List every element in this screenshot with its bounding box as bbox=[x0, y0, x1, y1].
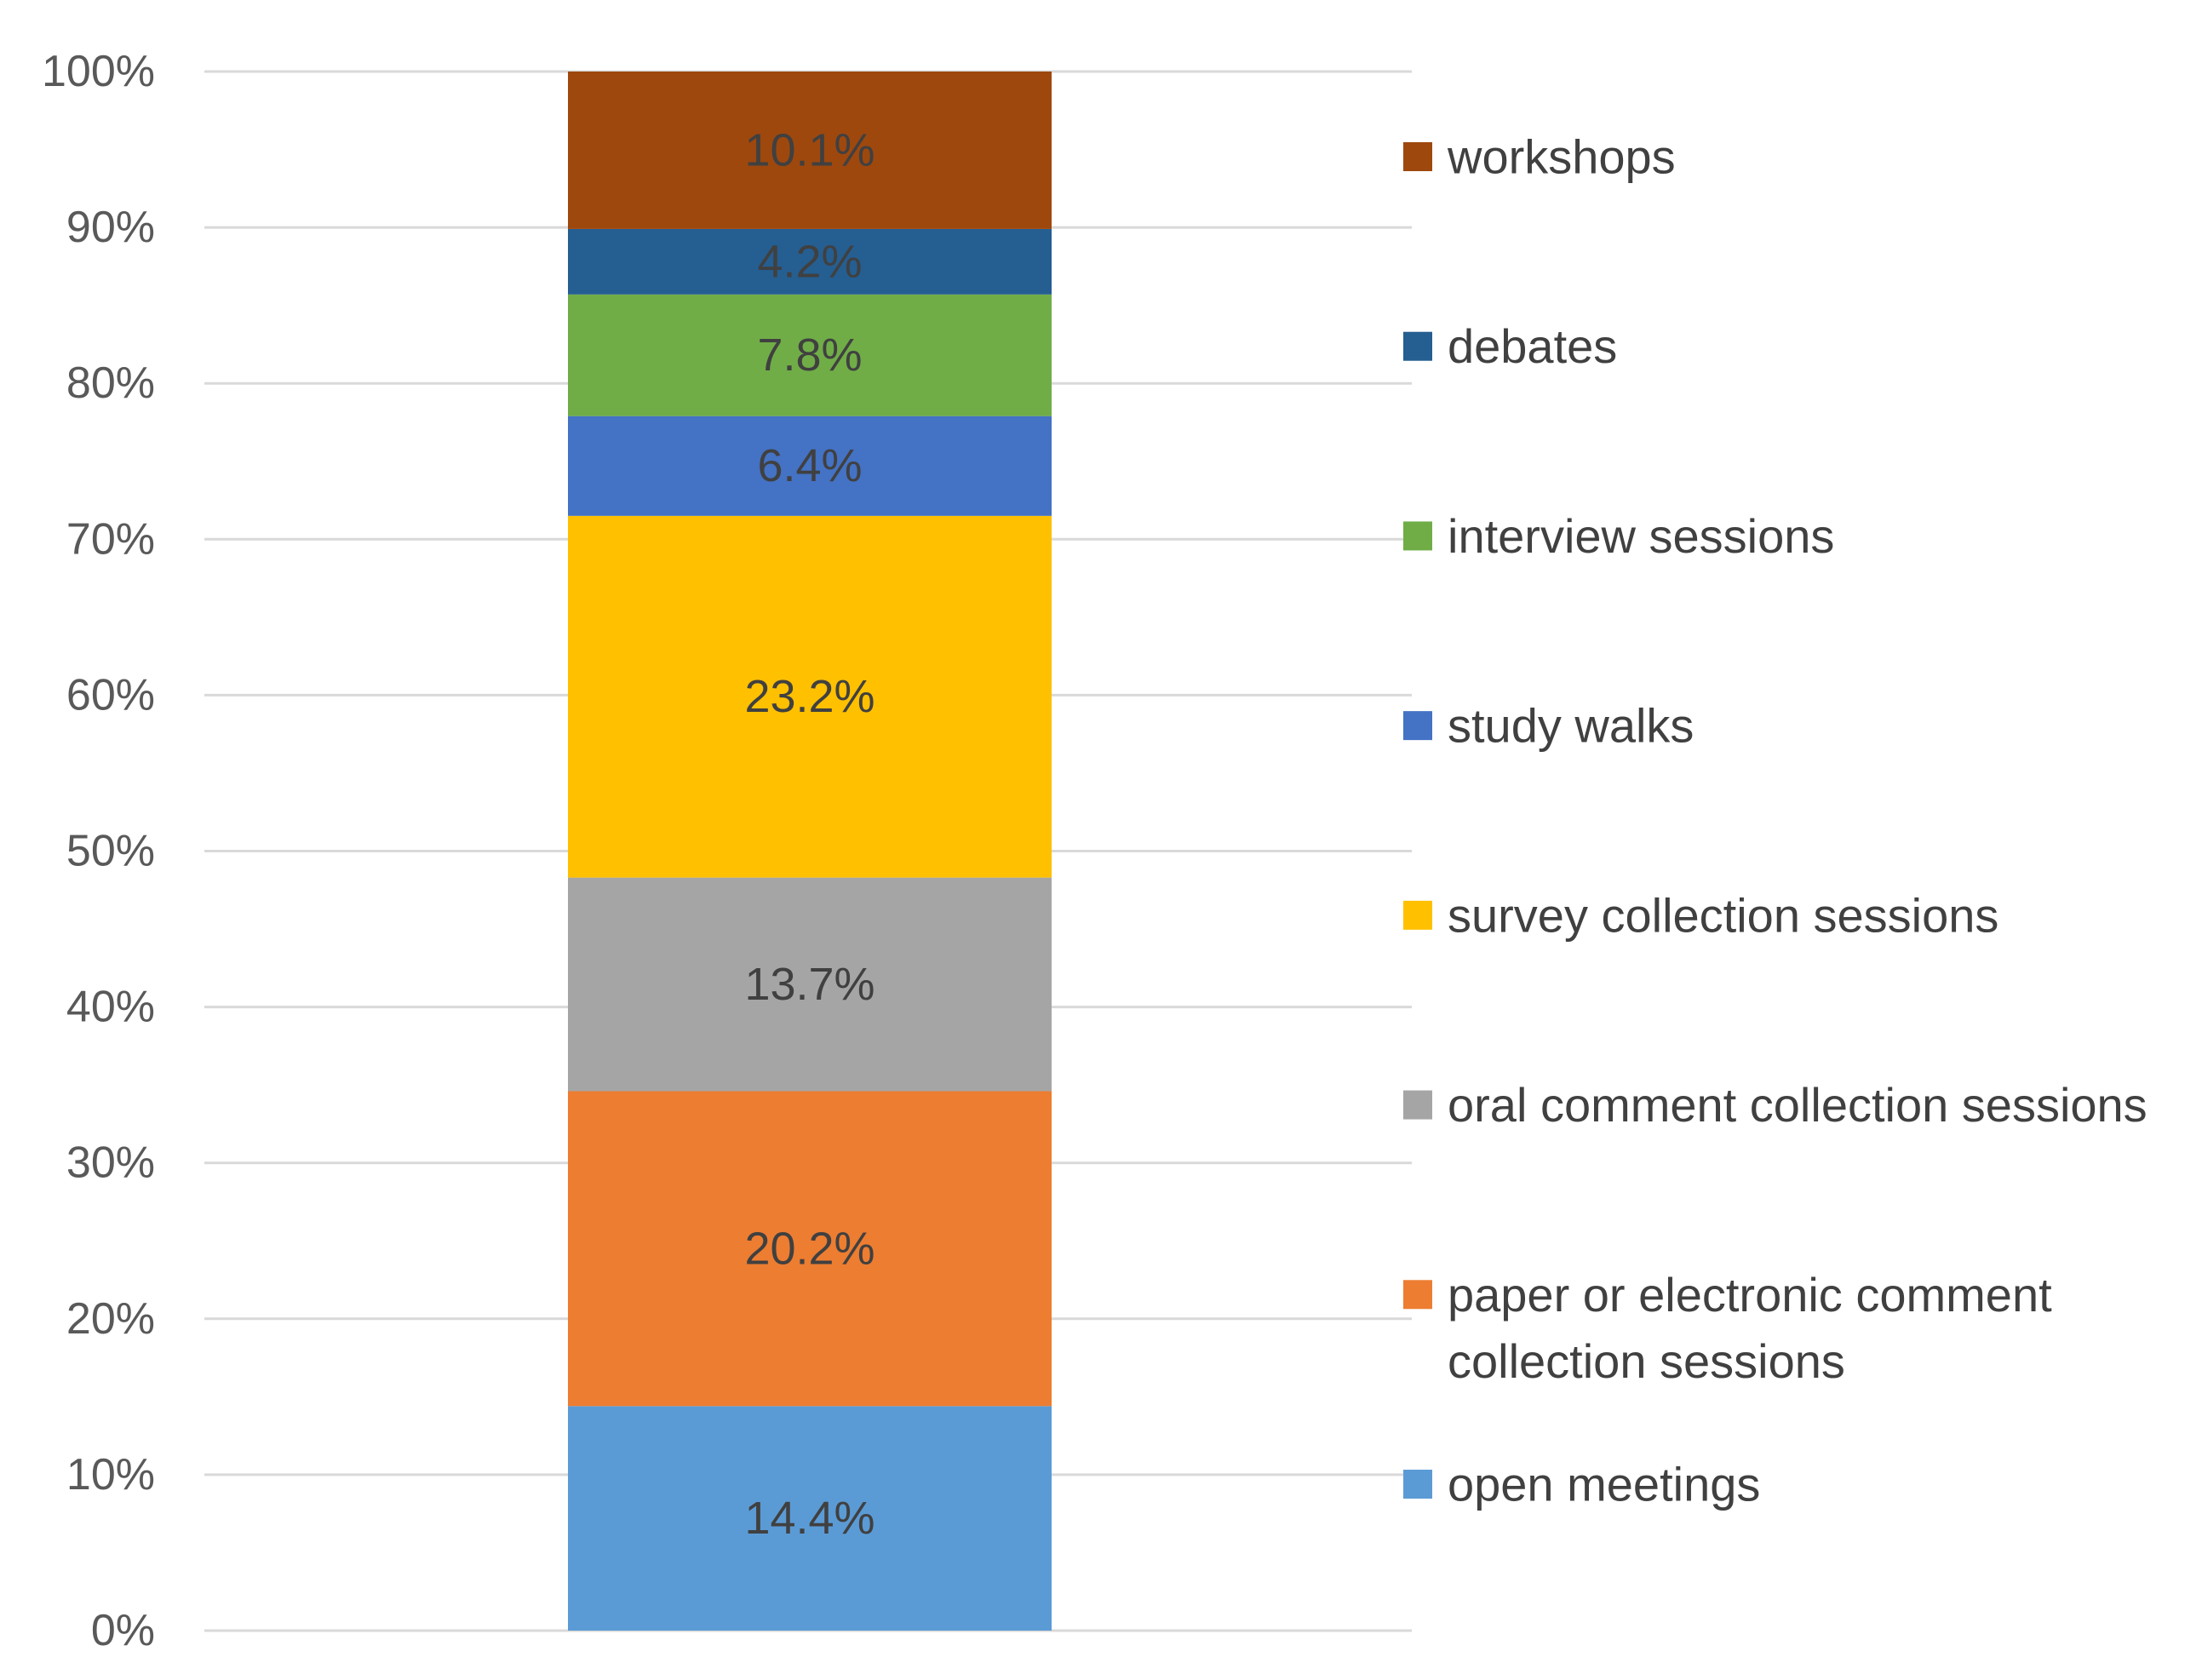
legend-label: interview sessions bbox=[1448, 509, 1834, 563]
y-tick-label: 70% bbox=[66, 514, 155, 564]
legend-item-workshops: workshops bbox=[1403, 130, 1676, 184]
bar-segment-interview-sessions bbox=[568, 294, 1052, 416]
legend-swatch bbox=[1403, 1280, 1432, 1310]
y-tick-label: 0% bbox=[91, 1606, 155, 1655]
legend-item-debates: debates bbox=[1403, 319, 1617, 373]
bar-segment-open-meetings bbox=[568, 1406, 1052, 1631]
legend: workshops debates interview sessions study … bbox=[1403, 130, 2148, 1511]
y-tick-label: 80% bbox=[66, 358, 155, 408]
legend-label-line: collection sessions bbox=[1448, 1334, 1845, 1388]
legend-swatch bbox=[1403, 331, 1432, 361]
y-tick-label: 30% bbox=[66, 1138, 155, 1188]
legend-swatch bbox=[1403, 900, 1432, 930]
legend-label: debates bbox=[1448, 319, 1617, 373]
y-axis: 0% 10% 20% 30% 40% 50% 60% 70% 80% 90% 100% bbox=[42, 47, 155, 1655]
data-label: 20.2% bbox=[744, 1223, 874, 1274]
legend-swatch bbox=[1403, 1090, 1432, 1120]
bar-segment-workshops bbox=[568, 72, 1052, 229]
data-label: 10.1% bbox=[744, 124, 874, 175]
bar-segment-paper-or-electronic-comment-collection-sessions bbox=[568, 1091, 1052, 1407]
bar-segment-oral-comment-collection-sessions bbox=[568, 877, 1052, 1092]
y-tick-label: 100% bbox=[42, 47, 155, 96]
legend-label: workshops bbox=[1447, 130, 1676, 184]
data-label: 4.2% bbox=[757, 236, 862, 287]
legend-item-survey-collection-sessions: survey collection sessions bbox=[1403, 888, 1998, 942]
data-label: 23.2% bbox=[744, 671, 874, 722]
legend-label: study walks bbox=[1448, 699, 1694, 753]
bar-segment-study-walks bbox=[568, 416, 1052, 516]
y-tick-label: 20% bbox=[66, 1294, 155, 1344]
legend-item-open-meetings: open meetings bbox=[1403, 1458, 1760, 1511]
legend-item-paper-or-electronic-comment-collection-sessions: paper or electronic comment collection se… bbox=[1403, 1268, 2052, 1388]
legend-label: oral comment collection sessions bbox=[1448, 1078, 2148, 1132]
y-tick-label: 40% bbox=[66, 983, 155, 1032]
data-label: 6.4% bbox=[757, 440, 862, 491]
legend-item-study-walks: study walks bbox=[1403, 699, 1694, 753]
legend-label: open meetings bbox=[1448, 1458, 1760, 1511]
legend-swatch bbox=[1403, 521, 1432, 551]
legend-swatch bbox=[1403, 142, 1432, 171]
legend-item-interview-sessions: interview sessions bbox=[1403, 509, 1834, 563]
y-tick-label: 60% bbox=[66, 670, 155, 720]
y-tick-label: 50% bbox=[66, 827, 155, 876]
data-label: 7.8% bbox=[757, 330, 862, 381]
bar-segment-survey-collection-sessions bbox=[568, 515, 1052, 878]
legend-label-line: paper or electronic comment bbox=[1448, 1268, 2052, 1322]
legend-item-oral-comment-collection-sessions: oral comment collection sessions bbox=[1403, 1078, 2148, 1132]
data-label: 13.7% bbox=[744, 959, 874, 1010]
legend-label: survey collection sessions bbox=[1448, 888, 1998, 942]
legend-swatch bbox=[1403, 711, 1432, 741]
y-tick-label: 10% bbox=[66, 1450, 155, 1499]
y-tick-label: 90% bbox=[66, 203, 155, 252]
legend-swatch bbox=[1403, 1470, 1432, 1499]
stacked-bar: 14.4% 20.2% 13.7% 23.2% 6.4% 7.8% 4.2% 10.1% bbox=[568, 72, 1052, 1631]
data-label: 14.4% bbox=[744, 1493, 874, 1544]
bar-segment-debates bbox=[568, 228, 1052, 295]
